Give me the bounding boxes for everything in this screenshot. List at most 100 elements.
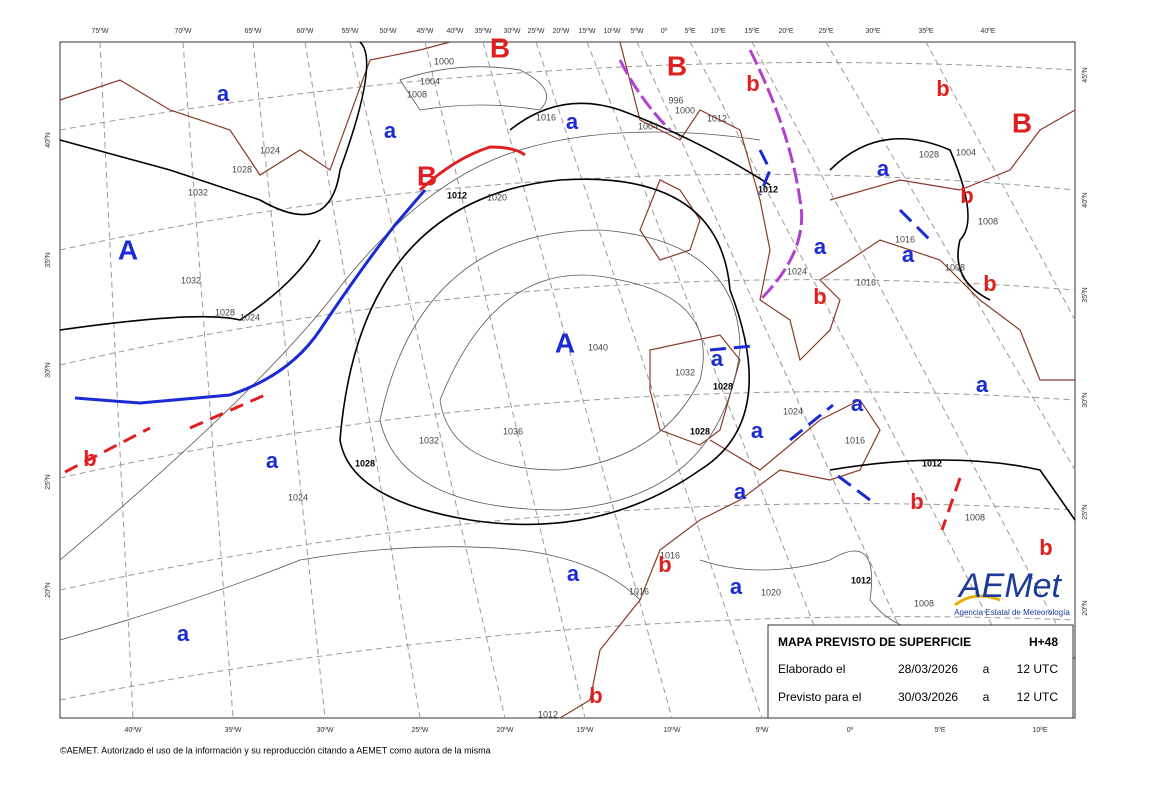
- lat-label: 35ºN: [45, 252, 52, 267]
- lon-label: 30ºW: [317, 727, 334, 734]
- isobar-label: 1012: [447, 190, 467, 200]
- lon-label: 15ºW: [579, 28, 596, 35]
- isobar-label: 1012: [758, 184, 778, 194]
- isobar-label: 1036: [503, 426, 523, 436]
- info-cell: 12 UTC: [1017, 662, 1059, 676]
- pressure-minor: b: [589, 683, 602, 708]
- lon-label: 40ºW: [447, 28, 464, 35]
- lat-label: 20ºN: [1082, 600, 1089, 615]
- isobar-label: 1028: [232, 164, 252, 174]
- lon-label: 45ºW: [417, 28, 434, 35]
- pressure-center: B: [1012, 107, 1032, 138]
- pressure-minor: a: [566, 109, 579, 134]
- lon-label: 70ºW: [175, 28, 192, 35]
- info-cell: a: [983, 662, 990, 676]
- lon-label: 25ºW: [528, 28, 545, 35]
- pressure-minor: a: [567, 561, 580, 586]
- pressure-minor: a: [266, 448, 279, 473]
- lon-label: 15ºE: [744, 28, 759, 35]
- lat-label: 35ºN: [1082, 287, 1089, 302]
- lead-time: H+48: [1029, 635, 1058, 649]
- lat-label: 40ºN: [45, 132, 52, 147]
- map-background: [59, 41, 1076, 719]
- lon-label: 35ºE: [918, 28, 933, 35]
- lat-label: 30ºN: [1082, 392, 1089, 407]
- isobar-label: 1028: [713, 381, 733, 391]
- isobar-label: 1004: [956, 147, 976, 157]
- isobar-label: 1024: [260, 145, 280, 155]
- pressure-minor: b: [983, 271, 996, 296]
- isobar-label: 996: [668, 95, 683, 105]
- info-box: MAPA PREVISTO DE SUPERFICIE H+48 Elabora…: [767, 624, 1074, 719]
- pressure-minor: b: [658, 552, 671, 577]
- pressure-minor: a: [177, 621, 190, 646]
- footer: ©AEMET. Autorizado el uso de la informac…: [60, 745, 491, 755]
- isobar-label: 1012: [922, 458, 942, 468]
- isobar-label: 1016: [660, 550, 680, 560]
- isobar-label: 1008: [965, 512, 985, 522]
- lat-label: 45ºN: [1082, 67, 1089, 82]
- isobar-label: 1040: [588, 342, 608, 352]
- isobar-label: 1000: [434, 56, 454, 66]
- lon-label: 25ºE: [818, 28, 833, 35]
- isobar-label: 1028: [355, 458, 375, 468]
- map-labels: 75ºW 70ºW 65ºW 60ºW 55ºW 50ºW 45ºW 40ºW 35ºW 30ºW…: [45, 28, 1089, 734]
- lon-label: 20ºW: [553, 28, 570, 35]
- pressure-center: A: [555, 327, 575, 358]
- lon-label: 0º: [847, 727, 854, 734]
- lat-label: 25ºN: [45, 474, 52, 489]
- isobar-label: 1012: [851, 575, 871, 585]
- lon-label: 40ºE: [980, 28, 995, 35]
- info-cell: 28/03/2026: [898, 662, 958, 676]
- pressure-minor: a: [976, 372, 989, 397]
- lon-label: 30ºE: [865, 28, 880, 35]
- isobar-label: 1024: [288, 492, 308, 502]
- lon-label: 50ºW: [380, 28, 397, 35]
- pressure-minor: a: [851, 391, 864, 416]
- lon-label: 10ºE: [710, 28, 725, 35]
- lat-label: 40ºN: [1082, 192, 1089, 207]
- isobar-label: 1008: [978, 216, 998, 226]
- pressure-minor: a: [877, 156, 890, 181]
- isobar-label: 1024: [787, 266, 807, 276]
- lon-label: 55ºW: [342, 28, 359, 35]
- lon-label: 35ºW: [225, 727, 242, 734]
- isobar-label: 1008: [914, 598, 934, 608]
- isobar-label: 1020: [487, 192, 507, 202]
- lon-label: 10ºW: [604, 28, 621, 35]
- pressure-minor: a: [730, 574, 743, 599]
- info-cell: 30/03/2026: [898, 690, 958, 704]
- isobar-label: 1008: [407, 89, 427, 99]
- isobar-label: 1000: [675, 105, 695, 115]
- isobar-label: 1024: [783, 406, 803, 416]
- isobar-label: 1008: [945, 262, 965, 272]
- pressure-center: A: [118, 234, 138, 265]
- logo-name: AEMet: [957, 567, 1063, 605]
- lon-label: 15ºW: [577, 727, 594, 734]
- lon-label: 75ºW: [92, 28, 109, 35]
- pressure-center: B: [667, 50, 687, 81]
- pressure-minor: b: [83, 446, 96, 471]
- lon-label: 10ºE: [1032, 727, 1047, 734]
- pressure-minor: b: [813, 284, 826, 309]
- isobar-label: 1032: [181, 275, 201, 285]
- pressure-minor: b: [936, 76, 949, 101]
- isobar-label: 1016: [856, 277, 876, 287]
- isobar-label: 1032: [675, 367, 695, 377]
- pressure-minor: b: [1039, 535, 1052, 560]
- pressure-minor: a: [384, 118, 397, 143]
- isobar-label: 1016: [895, 234, 915, 244]
- logo: AEMet Agencia Estatal de Meteorología: [954, 567, 1070, 617]
- isobar-label: 1028: [215, 307, 235, 317]
- isobar-label: 1004: [420, 76, 440, 86]
- pressure-minor: a: [902, 242, 915, 267]
- isobar-label: 1024: [240, 312, 260, 322]
- lon-label: 30ºW: [504, 28, 521, 35]
- pressure-minor: a: [814, 234, 827, 259]
- lon-label: 5ºW: [755, 727, 768, 734]
- isobar-label: 1032: [419, 435, 439, 445]
- isobar-label: 1028: [690, 426, 710, 436]
- pressure-center: B: [417, 160, 437, 191]
